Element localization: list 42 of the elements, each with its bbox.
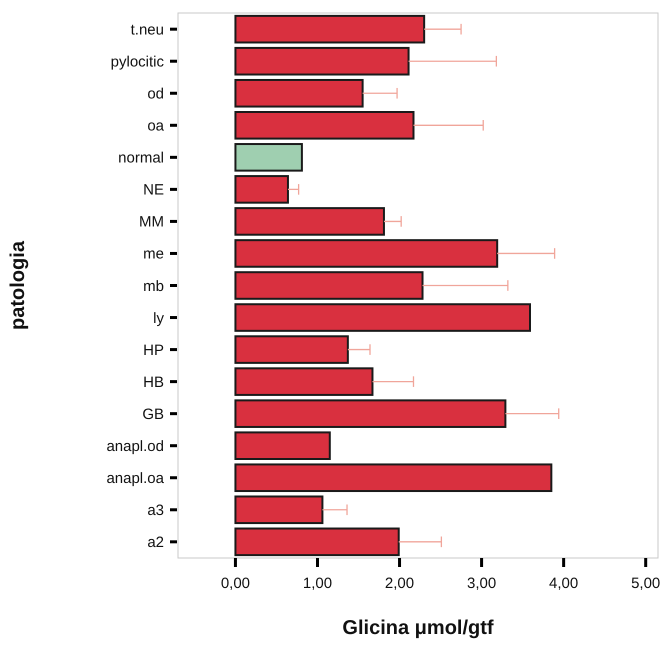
bar [234,14,426,44]
bar [234,239,498,268]
y-tick-label: anapl.oa [106,470,165,487]
y-tick-label: a2 [147,534,164,552]
bar [234,495,324,524]
x-tick-label: 0,00 [220,575,250,592]
x-tick-label: 5,00 [631,575,660,592]
bar [234,271,424,300]
x-tick-label: 1,00 [302,575,332,592]
y-tick-label: normal [118,150,164,167]
y-tick-label: GB [142,406,164,423]
bar [234,463,552,492]
y-tick-label: t.neu [130,21,164,38]
y-tick-label: pylocitic [110,53,164,70]
y-tick-label: mb [143,278,164,295]
bar [234,528,400,556]
y-tick-label: oa [147,118,165,135]
y-tick-label: HP [143,342,164,359]
x-tick-label: 2,00 [384,575,414,592]
bar [234,111,414,140]
y-tick-label: anapl.od [106,438,164,455]
y-tick-label: MM [139,214,164,231]
bar [234,399,506,428]
x-tick-label: 3,00 [466,575,496,592]
bar [234,46,410,76]
bar [234,367,374,396]
bar [234,175,289,204]
y-tick-label: od [147,86,164,103]
bar [234,335,349,364]
x-axis-title: Glicina μmol/gtf [342,617,494,639]
bar [234,78,364,108]
y-tick-label: ly [153,310,164,327]
bar [234,431,331,460]
y-tick-label: HB [143,374,164,391]
y-axis-title: patologia [7,240,29,330]
x-tick-label: 4,00 [549,575,578,592]
y-tick-label: me [143,246,164,263]
bar [234,207,385,236]
bar [234,143,303,172]
y-tick-label: a3 [147,502,164,520]
bar [234,303,531,332]
y-tick-label: NE [143,182,164,199]
